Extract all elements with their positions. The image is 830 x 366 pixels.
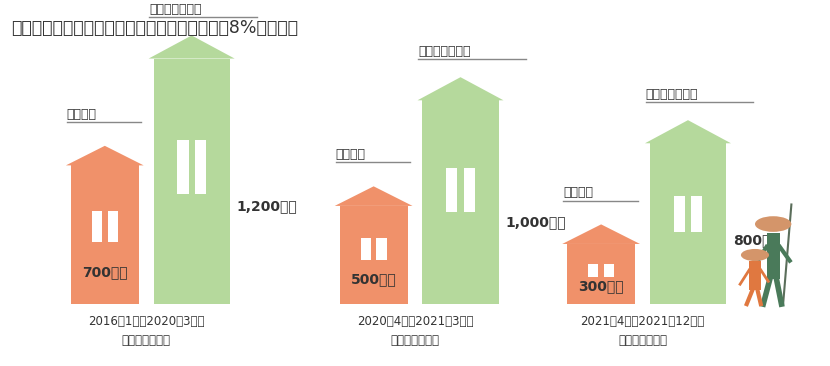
Bar <box>673 196 685 232</box>
Polygon shape <box>562 224 640 244</box>
Text: 1,200万円: 1,200万円 <box>237 199 297 213</box>
Text: 1,000万円: 1,000万円 <box>505 216 566 229</box>
Text: 2020年4月～2021年3月に
住宅取得の契約: 2020年4月～2021年3月に 住宅取得の契約 <box>357 315 473 347</box>
Bar <box>767 233 780 279</box>
Bar <box>177 139 188 194</box>
Circle shape <box>741 249 769 261</box>
Text: 2016年1月～2020年3月に
住宅取得の契約: 2016年1月～2020年3月に 住宅取得の契約 <box>88 315 204 347</box>
Bar <box>749 261 761 290</box>
Bar <box>422 100 499 304</box>
Bar <box>154 59 230 304</box>
Text: 2021年4月～2021年12月に
住宅取得の契約: 2021年4月～2021年12月に 住宅取得の契約 <box>580 315 705 347</box>
Bar <box>108 211 118 242</box>
Bar <box>463 168 475 212</box>
Text: 500万円: 500万円 <box>351 272 397 287</box>
Polygon shape <box>66 146 144 165</box>
Polygon shape <box>645 120 731 143</box>
Bar <box>71 165 139 304</box>
Bar <box>650 143 726 304</box>
Bar <box>691 196 702 232</box>
Bar <box>567 244 635 304</box>
Bar <box>376 238 387 260</box>
Text: 良質な住宅家屋: 良質な住宅家屋 <box>149 3 202 16</box>
Text: 住宅取得等資金の贈与税の非課税措置〈消費税8%の場合〉: 住宅取得等資金の贈与税の非課税措置〈消費税8%の場合〉 <box>12 19 298 37</box>
Text: 一般住宅: 一般住宅 <box>335 149 365 161</box>
Bar <box>588 264 598 277</box>
Bar <box>361 238 371 260</box>
Text: 一般住宅: 一般住宅 <box>66 108 97 121</box>
Bar <box>339 206 408 304</box>
Text: 300万円: 300万円 <box>579 279 624 293</box>
Bar <box>92 211 102 242</box>
Polygon shape <box>149 36 235 59</box>
Text: 良質な住宅家屋: 良質な住宅家屋 <box>646 87 698 101</box>
Circle shape <box>755 216 791 232</box>
Text: 800万円: 800万円 <box>733 233 779 247</box>
Text: 良質な住宅家屋: 良質な住宅家屋 <box>418 45 471 57</box>
Polygon shape <box>334 186 413 206</box>
Bar <box>195 139 206 194</box>
Text: 一般住宅: 一般住宅 <box>563 186 593 199</box>
Text: 700万円: 700万円 <box>82 265 128 279</box>
Polygon shape <box>417 77 504 100</box>
Bar <box>604 264 614 277</box>
Bar <box>446 168 457 212</box>
